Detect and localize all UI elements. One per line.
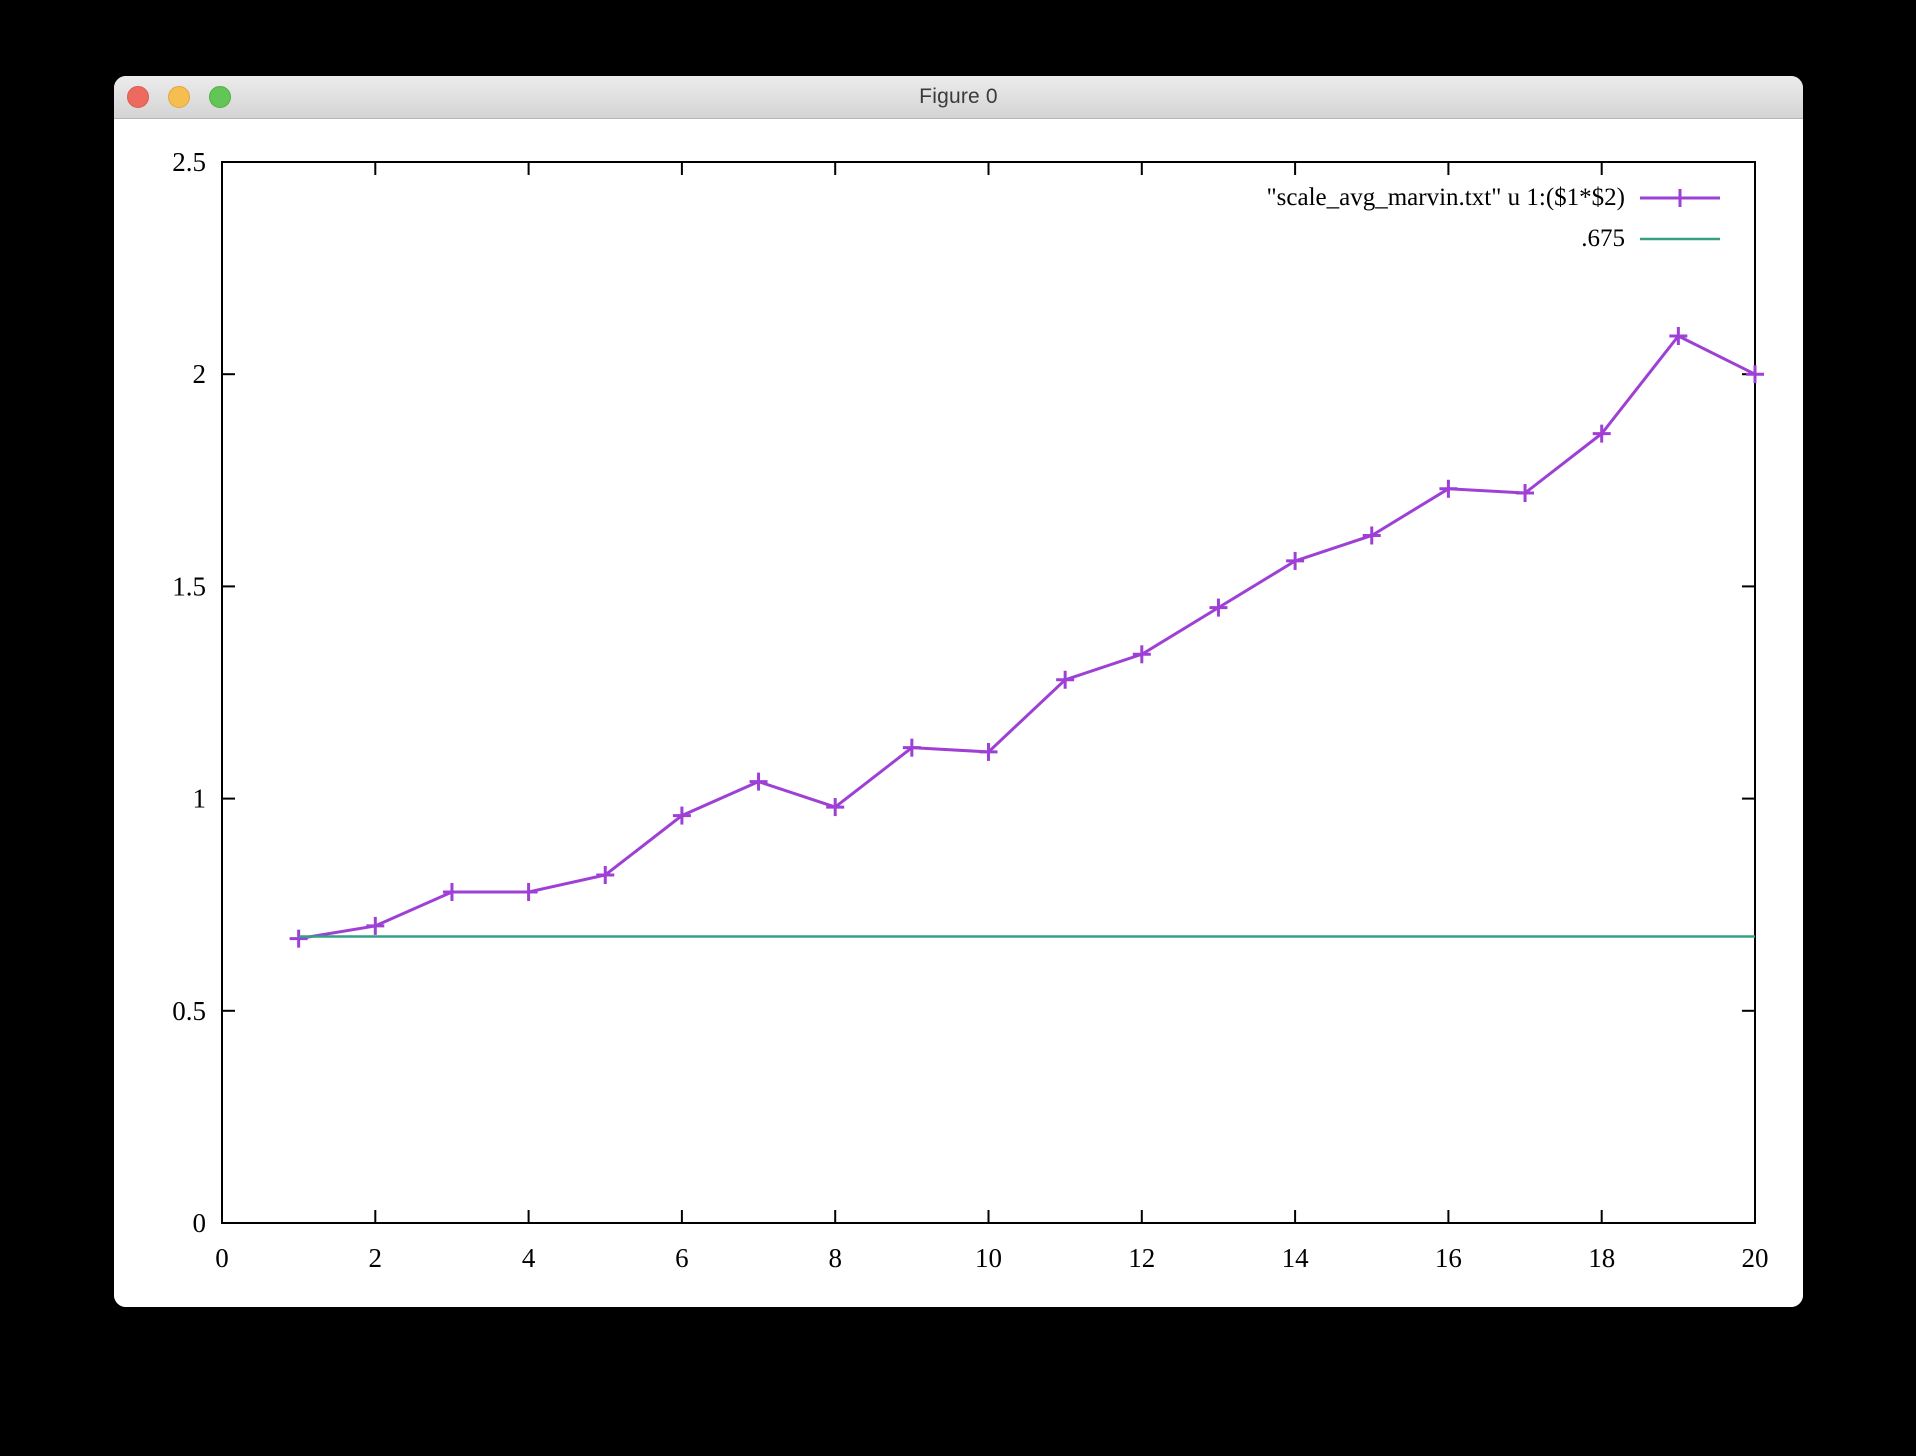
window-title: Figure 0 — [114, 85, 1803, 109]
svg-text:0: 0 — [193, 1208, 207, 1238]
legend-label-series1: "scale_avg_marvin.txt" u 1:($1*$2) — [1266, 184, 1625, 212]
legend-sample-line-series1 — [1640, 185, 1720, 211]
svg-text:1: 1 — [193, 784, 207, 814]
legend-sample-line-series2 — [1640, 226, 1720, 252]
svg-text:18: 18 — [1588, 1243, 1615, 1273]
svg-text:8: 8 — [828, 1243, 842, 1273]
window-controls — [127, 76, 231, 118]
legend-item-series1: "scale_avg_marvin.txt" u 1:($1*$2) — [1266, 177, 1720, 218]
legend: "scale_avg_marvin.txt" u 1:($1*$2) .675 — [1266, 177, 1720, 259]
gnuplot-figure-window: Figure 0 0 2 4 6 8 10 12 14 16 18 20 0 0.5 1 1.5 2 2.5 "… — [114, 76, 1803, 1307]
svg-text:12: 12 — [1128, 1243, 1155, 1273]
svg-text:6: 6 — [675, 1243, 689, 1273]
legend-item-series2: .675 — [1266, 218, 1720, 259]
svg-text:2.5: 2.5 — [172, 147, 206, 177]
close-button[interactable] — [127, 86, 149, 108]
plot-svg: 0 2 4 6 8 10 12 14 16 18 20 0 0.5 1 1.5 2 2.5 — [114, 119, 1803, 1307]
screen-background: Figure 0 0 2 4 6 8 10 12 14 16 18 20 0 0.5 1 1.5 2 2.5 "… — [0, 0, 1916, 1456]
svg-text:0.5: 0.5 — [172, 996, 206, 1026]
zoom-button[interactable] — [209, 86, 231, 108]
legend-label-series2: .675 — [1581, 225, 1625, 253]
svg-text:14: 14 — [1282, 1243, 1310, 1273]
plot-area: 0 2 4 6 8 10 12 14 16 18 20 0 0.5 1 1.5 2 2.5 "scale_avg… — [114, 119, 1803, 1307]
svg-text:1.5: 1.5 — [172, 571, 206, 601]
svg-text:20: 20 — [1742, 1243, 1769, 1273]
svg-text:0: 0 — [215, 1243, 229, 1273]
svg-text:2: 2 — [369, 1243, 383, 1273]
svg-text:2: 2 — [193, 359, 207, 389]
window-titlebar[interactable]: Figure 0 — [114, 76, 1803, 119]
svg-text:16: 16 — [1435, 1243, 1462, 1273]
minimize-button[interactable] — [168, 86, 190, 108]
svg-text:10: 10 — [975, 1243, 1002, 1273]
svg-text:4: 4 — [522, 1243, 536, 1273]
